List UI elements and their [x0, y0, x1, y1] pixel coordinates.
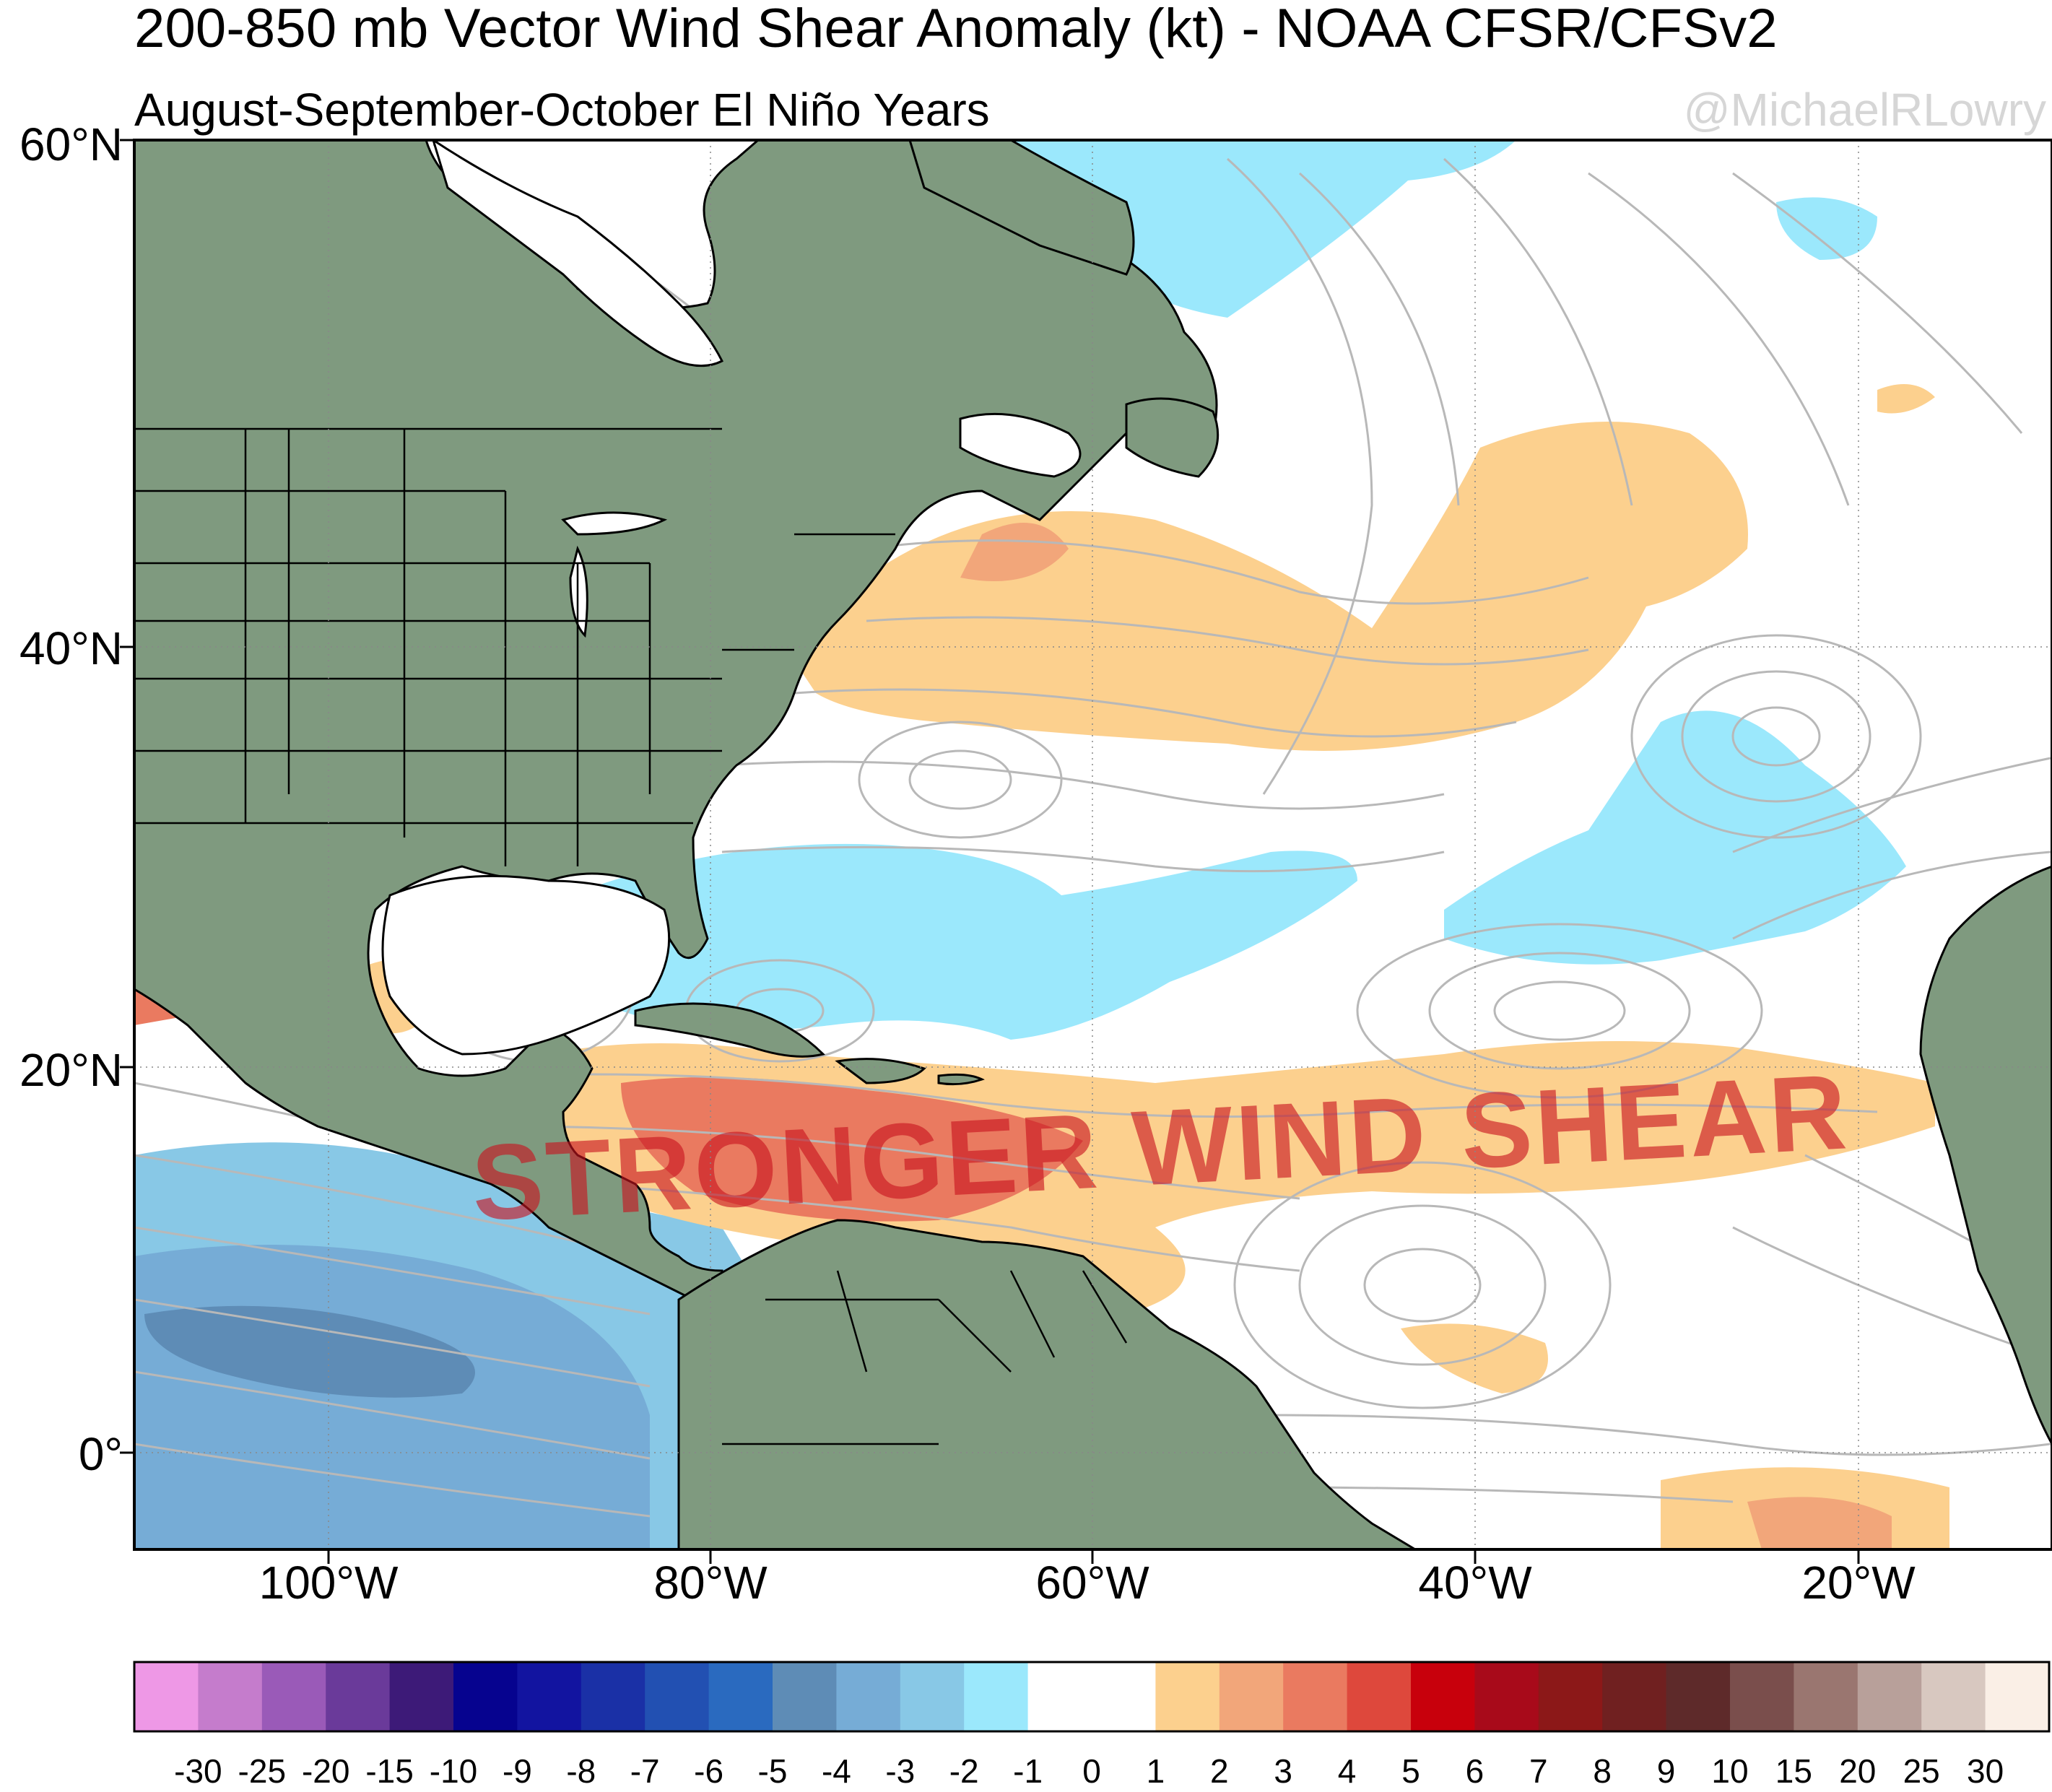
gulf-of-mexico	[381, 874, 671, 1056]
colorbar-swatch	[645, 1662, 710, 1731]
hudson-bay	[432, 140, 724, 367]
colorbar-swatch	[1538, 1662, 1603, 1731]
colorbar-swatch	[773, 1662, 837, 1731]
newfoundland	[1125, 397, 1220, 478]
colorbar-tick-label: -9	[502, 1752, 532, 1790]
chart-subtitle: August-September-October El Niño Years	[134, 84, 990, 136]
hispaniola	[835, 1058, 926, 1084]
colorbar-swatch	[1602, 1662, 1667, 1731]
colorbar-tick-label: -8	[566, 1752, 596, 1790]
colorbar-swatch	[581, 1662, 645, 1731]
colorbar	[134, 1662, 2050, 1731]
colorbar-tick-label: 4	[1337, 1752, 1357, 1790]
colorbar-tick-label: 9	[1656, 1752, 1676, 1790]
colorbar-tick-label: 0	[1082, 1752, 1101, 1790]
colorbar-tick-label: 7	[1529, 1752, 1548, 1790]
colorbar-swatch	[964, 1662, 1029, 1731]
colorbar-swatch	[1347, 1662, 1412, 1731]
colorbar-tick-label: -25	[238, 1752, 287, 1790]
colorbar-tick-label: 8	[1593, 1752, 1612, 1790]
author-credit: @MichaelRLowry	[1683, 84, 2046, 136]
africa	[1919, 865, 2052, 1445]
colorbar-swatch	[389, 1662, 454, 1731]
water-bodies	[381, 140, 1082, 1056]
colorbar-tick-label: 2	[1210, 1752, 1229, 1790]
chart-title: 200-850 mb Vector Wind Shear Anomaly (kt…	[134, 0, 1778, 59]
lon-label-40w: 40°W	[1418, 1557, 1532, 1609]
lat-label-0: 0°	[78, 1428, 123, 1480]
lat-label-60n: 60°N	[19, 118, 123, 170]
lat-label-40n: 40°N	[19, 622, 123, 674]
colorbar-swatch	[1857, 1662, 1922, 1731]
lon-label-100w: 100°W	[258, 1557, 399, 1609]
colorbar-tick-label: -3	[885, 1752, 916, 1790]
lake-michigan	[569, 545, 588, 638]
colorbar-swatch	[1027, 1662, 1092, 1731]
colorbar-tick-label: -30	[174, 1752, 222, 1790]
colorbar-swatch	[1794, 1662, 1858, 1731]
south-america	[677, 1219, 1417, 1549]
colorbar-swatch	[1985, 1662, 2050, 1731]
colorbar-swatch	[1155, 1662, 1220, 1731]
colorbar-swatch	[1730, 1662, 1794, 1731]
colorbar-tick-label: 25	[1903, 1752, 1940, 1790]
colorbar-tick-label: 3	[1274, 1752, 1292, 1790]
colorbar-tick-label: -2	[949, 1752, 979, 1790]
colorbar-frame	[133, 1661, 2051, 1733]
colorbar-swatch	[836, 1662, 901, 1731]
colorbar-tick-label: -6	[694, 1752, 724, 1790]
colorbar-tick-label: -15	[365, 1752, 414, 1790]
colorbar-tick-label: 10	[1711, 1752, 1749, 1790]
colorbar-swatch	[326, 1662, 391, 1731]
colorbar-tick-label: -4	[821, 1752, 851, 1790]
colorbar-swatch	[198, 1662, 263, 1731]
colorbar-tick-label: 1	[1146, 1752, 1165, 1790]
lon-label-20w: 20°W	[1801, 1557, 1916, 1609]
colorbar-swatch	[517, 1662, 582, 1731]
colorbar-tick-label: -1	[1013, 1752, 1043, 1790]
colorbar-swatch	[1411, 1662, 1475, 1731]
colorbar-tick-label: -7	[630, 1752, 660, 1790]
political-boundaries	[134, 427, 1128, 1445]
colorbar-swatch	[1921, 1662, 1986, 1731]
colorbar-tick-label: 6	[1465, 1752, 1484, 1790]
colorbar-swatch	[261, 1662, 326, 1731]
colorbar-tick-label: -10	[429, 1752, 478, 1790]
cuba	[634, 1002, 825, 1058]
colorbar-swatch	[1283, 1662, 1348, 1731]
colorbar-swatch	[134, 1662, 199, 1731]
colorbar-swatch	[1092, 1662, 1156, 1731]
colorbar-tick-label: 15	[1775, 1752, 1812, 1790]
colorbar-tick-label: -5	[757, 1752, 788, 1790]
colorbar-tick-label: 5	[1401, 1752, 1420, 1790]
axis-ticks	[120, 139, 1860, 1564]
lon-label-60w: 60°W	[1035, 1557, 1149, 1609]
colorbar-swatch	[1219, 1662, 1284, 1731]
puerto-rico	[937, 1073, 985, 1086]
colorbar-swatch	[453, 1662, 518, 1731]
greenland	[908, 140, 1135, 276]
lake-superior	[561, 511, 668, 536]
colorbar-tick-label: -20	[301, 1752, 350, 1790]
lon-label-80w: 80°W	[653, 1557, 768, 1609]
colorbar-tick-label: 20	[1839, 1752, 1877, 1790]
gulf-of-st-lawrence	[959, 412, 1082, 478]
colorbar-swatch	[1474, 1662, 1539, 1731]
lat-label-20n: 20°N	[19, 1044, 123, 1096]
colorbar-swatch	[900, 1662, 965, 1731]
gridlines	[134, 140, 2052, 1549]
colorbar-swatch	[708, 1662, 773, 1731]
colorbar-tick-label: 30	[1967, 1752, 2004, 1790]
colorbar-swatch	[1666, 1662, 1731, 1731]
